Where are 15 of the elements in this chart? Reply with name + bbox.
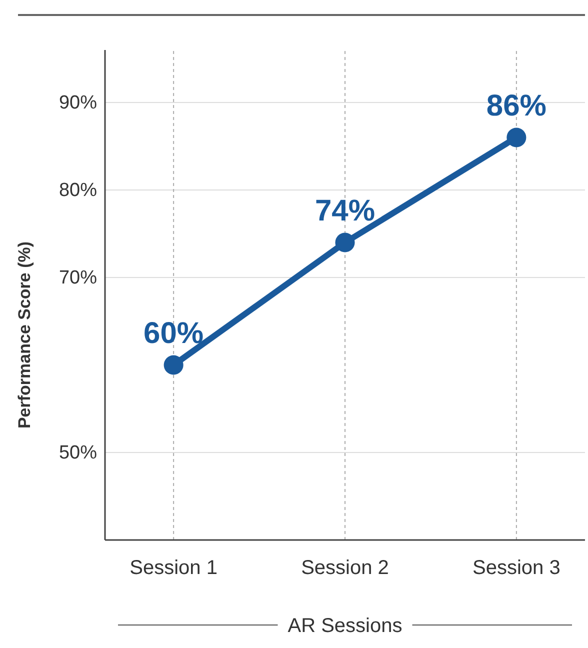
y-axis-title: Performance Score (%) (15, 241, 34, 429)
y-tick-label: 50% (58, 442, 98, 464)
data-label: 86% (486, 90, 546, 122)
x-tick-label: Session 3 (472, 557, 560, 580)
point (506, 128, 526, 148)
y-tick-label: 70% (58, 268, 98, 289)
point (335, 232, 355, 252)
y-tick-label: 80% (58, 180, 98, 202)
data-label: 60% (144, 317, 204, 350)
data-label: 74% (314, 194, 376, 228)
x-tick-label: Session 1 (130, 557, 218, 580)
point (164, 355, 184, 375)
x-axis-title: AR Sessions (288, 615, 402, 637)
x-tick-label: Session 2 (301, 557, 389, 580)
y-tick-label: 90% (58, 92, 98, 114)
